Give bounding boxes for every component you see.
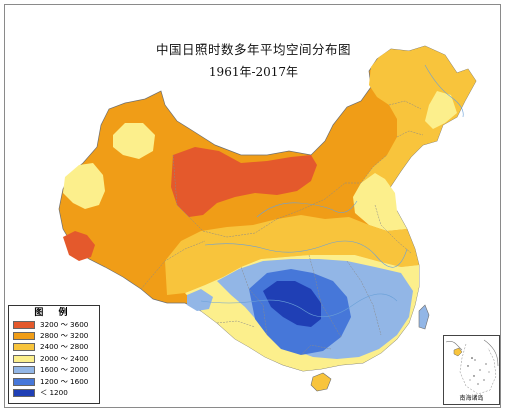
- legend-item: 3200 ～ 3600: [13, 319, 99, 330]
- region-central-yellow: [165, 215, 419, 295]
- inset-islands: [467, 357, 490, 385]
- legend-swatch: [13, 389, 35, 398]
- china-map: [58, 45, 477, 392]
- legend-label: 2000 ～ 2400: [40, 353, 89, 363]
- legend-swatch: [13, 343, 35, 352]
- legend-item: 1200 ～ 1600: [13, 376, 99, 387]
- region-tarim-pale: [63, 163, 105, 209]
- region-north-pale-band: [353, 173, 407, 231]
- inset-map: [445, 339, 499, 395]
- region-dzungaria-pale: [113, 123, 155, 159]
- legend-swatch: [13, 377, 35, 386]
- legend-item: 2000 ～ 2400: [13, 353, 99, 364]
- legend-item: 1600 ～ 2000: [13, 365, 99, 376]
- legend-label: 1600 ～ 2000: [40, 365, 89, 375]
- legend-label: 3200 ～ 3600: [40, 319, 89, 329]
- legend-swatch: [13, 320, 35, 329]
- region-southwest-light-blue: [187, 289, 213, 311]
- legend-title: 图 例: [34, 308, 74, 318]
- inset-boundary: [459, 343, 497, 395]
- region-hainan: [310, 372, 332, 392]
- region-west-tibet-high: [63, 231, 95, 261]
- legend-swatch: [13, 354, 35, 363]
- legend-label: 2400 ～ 2800: [40, 342, 89, 352]
- inset-coast: [445, 339, 499, 367]
- legend: 图 例 3200 ～ 3600 2800 ～ 3200 2400 ～ 2800 …: [8, 305, 100, 404]
- legend-item: 2800 ～ 3200: [13, 330, 99, 341]
- region-northeast: [361, 46, 476, 205]
- map-subtitle: 1961年-2017年: [208, 65, 299, 79]
- inset-label: 南海诸岛: [459, 395, 484, 402]
- province-boundaries: [140, 100, 424, 356]
- south-china-sea-inset: 南海诸岛: [443, 335, 500, 405]
- rivers: [200, 64, 464, 318]
- region-northeast-pale: [425, 91, 457, 129]
- legend-item: 2400 ～ 2800: [13, 342, 99, 353]
- map-title: 中国日照时数多年平均空间分布图: [155, 42, 351, 57]
- region-taiwan: [418, 304, 430, 330]
- legend-swatch: [13, 332, 35, 341]
- legend-label: ＜ 1200: [40, 388, 68, 398]
- legend-label: 2800 ～ 3200: [40, 331, 89, 341]
- map-frame: 中国日照时数多年平均空间分布图 1961年-2017年 图 例 3200 ～ 3…: [4, 4, 501, 408]
- legend-swatch: [13, 366, 35, 375]
- legend-item: ＜ 1200: [13, 387, 99, 398]
- legend-label: 1200 ～ 1600: [40, 376, 89, 386]
- region-inner-mongolia-high: [171, 147, 317, 217]
- inset-hainan: [453, 347, 463, 357]
